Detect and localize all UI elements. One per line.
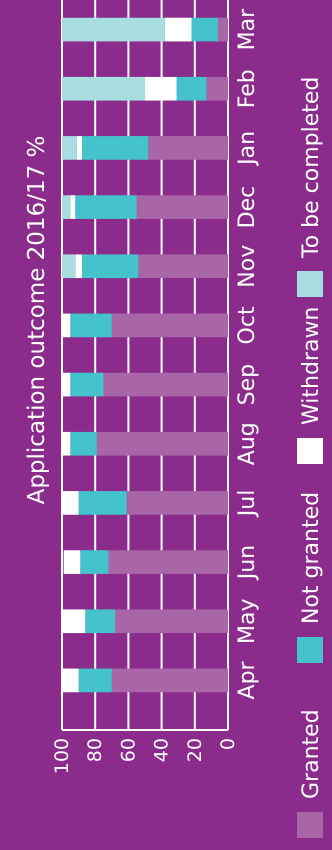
bar-apr-withdrawn <box>62 668 79 693</box>
x-tick-label: Jun <box>235 545 260 581</box>
bar-nov-to-be-completed <box>62 254 76 279</box>
bar-dec-withdrawn <box>70 195 76 219</box>
bar-dec-granted <box>136 195 228 219</box>
x-tick-label: Jan <box>235 131 260 167</box>
x-tick-label: Feb <box>235 69 260 108</box>
bar-oct-granted <box>111 313 228 338</box>
y-tick-label: 80 <box>84 738 106 762</box>
bar-nov-granted <box>138 254 228 279</box>
bar-aug-granted <box>96 431 228 456</box>
legend-swatch <box>297 812 323 838</box>
bar-mar-granted <box>218 17 228 42</box>
x-tick-label: May <box>235 599 260 644</box>
bar-sep-granted <box>103 372 228 397</box>
bar-jul-granted <box>126 491 228 515</box>
y-tick-label: 60 <box>117 738 139 762</box>
bar-jul-withdrawn <box>62 491 79 515</box>
y-tick-label: 40 <box>151 738 173 762</box>
bar-oct-not-granted <box>70 313 112 338</box>
legend-swatch <box>297 271 323 297</box>
x-tick-label: Jul <box>235 490 260 519</box>
bar-feb-to-be-completed <box>62 76 145 101</box>
bar-dec-not-granted <box>75 195 137 219</box>
bar-feb-not-granted <box>176 76 207 101</box>
bar-jun-not-granted <box>80 550 109 574</box>
bar-feb-granted <box>206 76 228 101</box>
legend-label: Granted <box>299 709 324 799</box>
bar-sep-not-granted <box>70 372 104 397</box>
x-tick-label: Aug <box>235 422 260 465</box>
legend-swatch <box>297 438 323 464</box>
bar-oct-withdrawn <box>62 313 71 338</box>
bar-nov-not-granted <box>81 254 139 279</box>
x-tick-label: Mar <box>235 8 260 50</box>
bar-may-granted <box>115 609 228 634</box>
bar-feb-withdrawn <box>145 76 177 101</box>
bar-may-withdrawn <box>62 609 86 634</box>
chart-title: Application outcome 2016/17 % <box>24 136 50 505</box>
axis-layer: 0 20 40 60 80 100 Apr May Jun Jul Aug Sep Oct Nov Dec J… <box>51 8 260 774</box>
bars-layer <box>62 17 229 693</box>
legend-layer: Granted Not granted Withdrawn To be complet… <box>297 77 324 838</box>
bar-may-not-granted <box>85 609 116 634</box>
bar-jun-granted <box>108 550 228 574</box>
legend-label: Not granted <box>299 492 324 624</box>
bar-jan-to-be-completed <box>62 136 77 160</box>
legend-swatch <box>297 637 323 663</box>
bar-nov-withdrawn <box>75 254 82 279</box>
bar-jul-not-granted <box>78 491 127 515</box>
y-tick-label: 20 <box>184 738 206 762</box>
bar-jan-granted <box>148 136 229 160</box>
bar-apr-granted <box>111 668 228 693</box>
x-tick-label: Oct <box>235 306 260 344</box>
bar-apr-not-granted <box>78 668 112 693</box>
bar-dec-to-be-completed <box>62 195 71 219</box>
bar-jun-withdrawn <box>63 550 81 574</box>
bar-sep-withdrawn <box>62 372 71 397</box>
x-tick-label: Sep <box>235 364 260 405</box>
legend-label: To be completed <box>299 77 324 259</box>
grid-layer <box>61 0 229 731</box>
legend-label: Withdrawn <box>299 307 324 425</box>
x-tick-label: Dec <box>235 186 260 229</box>
y-tick-label: 0 <box>217 738 239 750</box>
bar-aug-withdrawn <box>62 431 71 456</box>
bar-mar-not-granted <box>191 17 219 42</box>
x-tick-label: Apr <box>235 660 260 699</box>
bar-mar-withdrawn <box>164 17 192 42</box>
bar-jan-not-granted <box>81 136 149 160</box>
x-tick-label: Nov <box>235 245 260 288</box>
bar-mar-to-be-completed <box>62 17 165 42</box>
bar-aug-not-granted <box>70 431 97 456</box>
y-tick-label: 100 <box>51 738 73 774</box>
bar-jan-withdrawn <box>76 136 82 160</box>
